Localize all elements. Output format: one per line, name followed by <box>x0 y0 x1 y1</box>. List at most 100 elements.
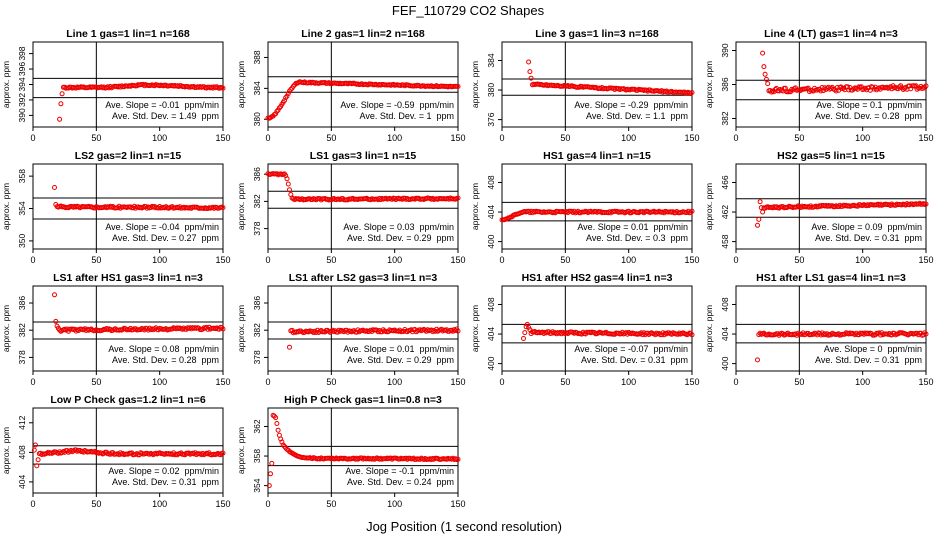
panel-5: LS2 gas=2 lin=1 n=15 approx. ppm 0 50 100 150… <box>1 150 231 265</box>
data-points <box>265 79 461 121</box>
x-tick-label: 150 <box>918 255 933 265</box>
y-axis-label: approx. ppm <box>236 427 246 474</box>
slope-annotation: Ave. Slope = 0.01 ppm/min <box>577 222 688 232</box>
data-point <box>526 59 532 65</box>
panel-title: Line 3 gas=1 lin=3 n=168 <box>535 28 659 40</box>
data-point <box>919 86 925 91</box>
data-points <box>287 326 461 350</box>
panel-title: HS1 gas=4 lin=1 n=15 <box>543 150 651 162</box>
y-tick-label: 388 <box>252 50 262 64</box>
y-tick-label: 408 <box>486 175 496 189</box>
y-tick-label: 400 <box>486 356 496 370</box>
panel-8: HS2 gas=5 lin=1 n=15 approx. ppm 0 50 100 150… <box>704 150 934 265</box>
x-tick-label: 100 <box>387 377 402 387</box>
data-point <box>273 415 279 421</box>
data-point <box>273 111 279 117</box>
plot-frame <box>501 163 693 250</box>
data-point <box>33 442 38 448</box>
slope-annotation: Ave. Slope = -0.29 ppm/min <box>574 100 688 110</box>
y-axis-label: approx. ppm <box>236 61 246 108</box>
y-axis-label: approx. ppm <box>704 61 714 108</box>
y-tick-label: 400 <box>486 234 496 248</box>
x-tick-label: 100 <box>387 499 402 509</box>
x-tick-label: 0 <box>30 133 35 143</box>
data-point <box>266 483 272 489</box>
y-axis-label: approx. ppm <box>236 305 246 352</box>
y-tick-label: 382 <box>252 194 262 208</box>
y-tick-label: 386 <box>720 77 730 91</box>
data-point <box>769 89 774 95</box>
data-point <box>755 357 760 363</box>
x-tick-label: 0 <box>265 133 270 143</box>
std-dev-annotation: Ave. Std. Dev. = 1.49 ppm <box>112 111 219 121</box>
panel-title: LS2 gas=2 lin=1 n=15 <box>75 150 182 162</box>
data-point <box>220 85 226 91</box>
data-point <box>908 86 914 92</box>
y-tick-label: 378 <box>17 350 27 364</box>
y-tick-label: 392 <box>17 93 27 107</box>
x-tick-label: 150 <box>684 133 699 143</box>
figure-xlabel: Jog Position (1 second resolution) <box>366 519 562 534</box>
y-tick-label: 462 <box>720 205 730 219</box>
data-point <box>923 83 929 89</box>
x-tick-label: 50 <box>794 255 804 265</box>
std-dev-annotation: Ave. Std. Dev. = 0.31 ppm <box>815 233 922 243</box>
data-point <box>455 328 461 334</box>
plot-frame <box>501 285 693 372</box>
data-point <box>73 328 79 334</box>
y-tick-label: 390 <box>720 43 730 57</box>
plot-frame <box>267 285 459 372</box>
data-point <box>285 181 291 187</box>
x-tick-label: 0 <box>499 377 504 387</box>
y-tick-label: 384 <box>486 53 496 67</box>
std-dev-annotation: Ave. Std. Dev. = 0.29 ppm <box>347 233 454 243</box>
plot-frame <box>267 407 459 494</box>
x-tick-label: 50 <box>91 255 101 265</box>
x-tick-label: 50 <box>560 377 570 387</box>
y-axis-label: approx. ppm <box>236 183 246 230</box>
y-tick-label: 380 <box>486 83 496 97</box>
y-tick-label: 386 <box>252 167 262 181</box>
y-tick-label: 382 <box>17 323 27 337</box>
y-tick-label: 408 <box>720 297 730 311</box>
x-tick-label: 100 <box>152 133 167 143</box>
y-axis-label: approx. ppm <box>470 305 480 352</box>
data-point <box>756 216 762 222</box>
panel-title: High P Check gas=1 lin=0.8 n=3 <box>284 394 442 406</box>
data-point <box>430 329 436 335</box>
x-tick-label: 150 <box>450 377 465 387</box>
data-point <box>896 84 902 90</box>
data-point <box>58 101 64 107</box>
y-tick-label: 354 <box>252 478 262 492</box>
y-tick-label: 404 <box>486 205 496 219</box>
data-point <box>284 176 290 182</box>
data-point <box>504 216 510 222</box>
y-axis-label: approx. ppm <box>704 305 714 352</box>
slope-annotation: Ave. Slope = -0.59 ppm/min <box>340 100 454 110</box>
panel-14: High P Check gas=1 lin=0.8 n=3 approx. pp… <box>236 394 466 509</box>
panel-title: HS2 gas=5 lin=1 n=15 <box>777 150 885 162</box>
data-point <box>287 344 292 350</box>
panel-10: LS1 after LS2 gas=3 lin=1 n=3 approx. ppm… <box>236 272 466 387</box>
x-tick-label: 0 <box>30 255 35 265</box>
y-tick-label: 408 <box>486 297 496 311</box>
y-tick-label: 378 <box>252 221 262 235</box>
y-tick-label: 378 <box>252 350 262 364</box>
x-tick-label: 50 <box>326 377 336 387</box>
slope-annotation: Ave. Slope = 0.09 ppm/min <box>811 222 922 232</box>
panel-title: Line 1 gas=1 lin=1 n=168 <box>66 28 190 40</box>
y-tick-label: 380 <box>252 112 262 126</box>
y-tick-label: 350 <box>17 234 27 248</box>
x-tick-label: 150 <box>684 255 699 265</box>
data-point <box>528 75 534 81</box>
x-tick-label: 0 <box>733 255 738 265</box>
data-point <box>31 447 37 453</box>
data-points <box>52 185 226 211</box>
x-tick-label: 50 <box>326 499 336 509</box>
data-point <box>77 447 83 453</box>
data-point <box>765 81 771 87</box>
data-point <box>923 331 929 337</box>
data-point <box>220 326 226 332</box>
slope-annotation: Ave. Slope = 0.08 ppm/min <box>108 344 219 354</box>
y-tick-label: 390 <box>17 108 27 122</box>
